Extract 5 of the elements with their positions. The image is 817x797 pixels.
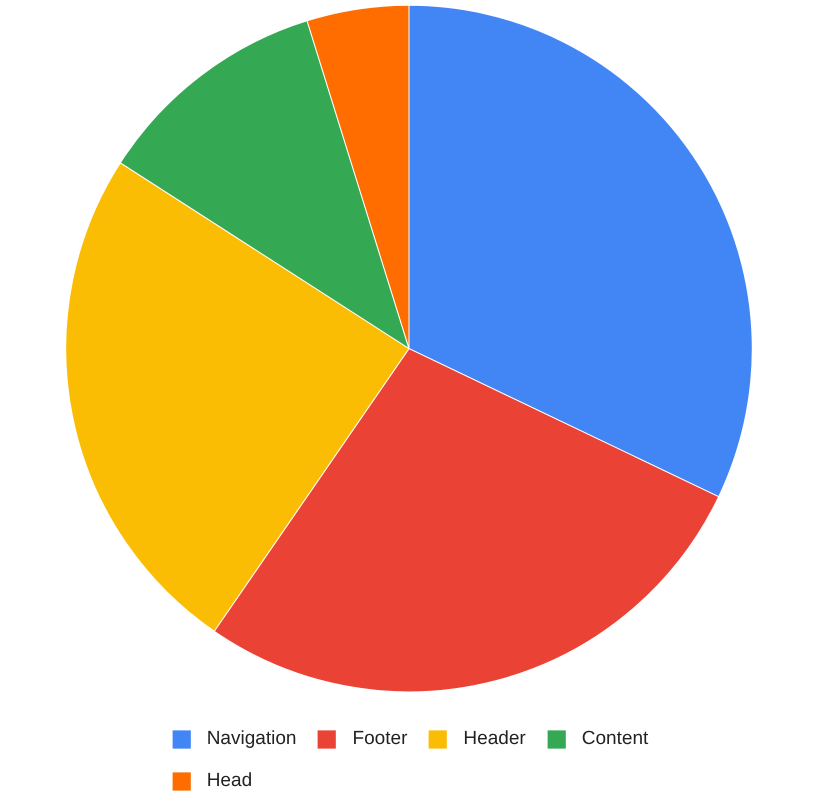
legend-label: Content xyxy=(582,728,648,750)
legend-label: Footer xyxy=(352,728,408,750)
legend-label: Header xyxy=(463,728,526,750)
legend-label: Head xyxy=(206,770,252,792)
legend-label: Navigation xyxy=(206,728,296,750)
